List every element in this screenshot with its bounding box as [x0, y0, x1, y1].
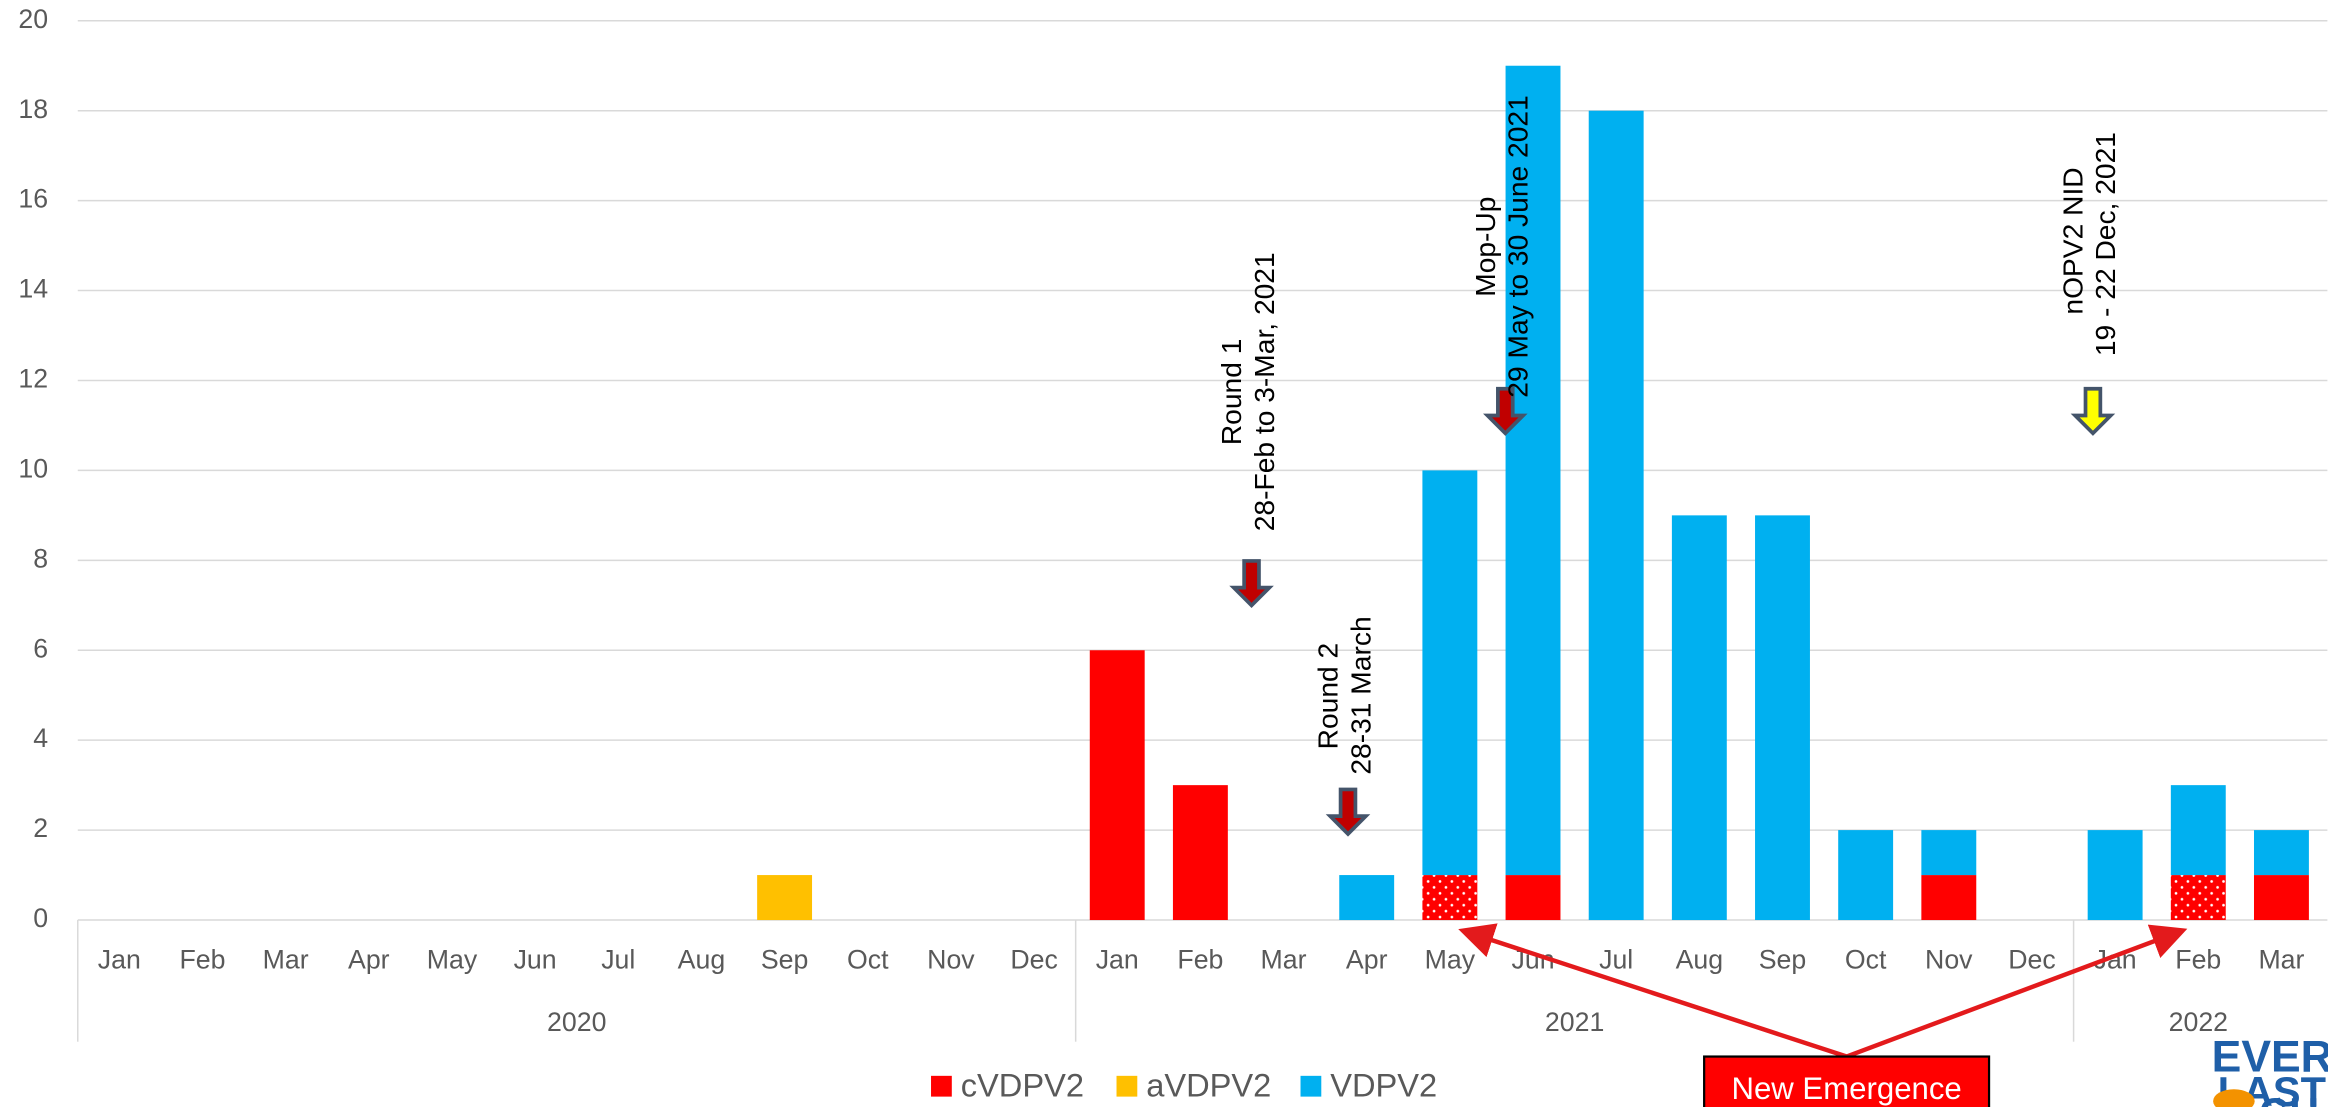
bar-segment [1505, 65, 1561, 876]
x-tick-label: Jul [601, 945, 635, 975]
bar-segment [1671, 515, 1727, 921]
y-tick-label: 6 [33, 633, 48, 663]
annotation-text: Round 2 [1312, 643, 1344, 750]
legend-label: cVDPV2 [961, 1066, 1084, 1103]
annotation-text: nOPV2 NID [2057, 167, 2089, 314]
x-tick-label: Dec [1010, 945, 1058, 975]
y-tick-label: 0 [33, 903, 48, 933]
callout-arrow [1458, 923, 1848, 1059]
x-tick-label: Sep [761, 945, 809, 975]
y-tick-label: 12 [18, 364, 48, 394]
callout-text: New Emergence [1731, 1071, 1961, 1106]
bar-segment [2170, 875, 2226, 921]
x-tick-label: Aug [1676, 945, 1724, 975]
bar-segment [2087, 830, 2143, 921]
x-tick-label: Dec [2008, 945, 2055, 975]
group-label: 2020 [547, 1007, 606, 1037]
x-tick-label: Sep [1759, 945, 1807, 975]
bar-segment [2170, 785, 2226, 876]
x-tick-label: Oct [1845, 945, 1887, 975]
logo-text: EVER [2212, 1032, 2328, 1081]
legend-label: VDPV2 [1330, 1066, 1437, 1103]
x-tick-label: Jun [514, 945, 557, 975]
bar-segment [1755, 515, 1810, 921]
bar-segment [1422, 470, 1478, 876]
callout-arrow [1845, 924, 2188, 1059]
legend-swatch [931, 1075, 952, 1097]
x-tick-label: Feb [1177, 945, 1223, 975]
annotation-text: 28-31 March [1344, 616, 1376, 774]
bar-segment [1588, 110, 1644, 921]
bar-segment [757, 875, 813, 921]
x-tick-label: Mar [1261, 945, 1307, 975]
bar-segment [1172, 785, 1228, 921]
x-tick-label: Nov [1925, 945, 1973, 975]
x-tick-label: Nov [927, 945, 975, 975]
x-tick-label: Jan [1096, 945, 1139, 975]
y-tick-label: 4 [33, 723, 48, 753]
annotation-text: Round 1 [1215, 339, 1247, 446]
x-tick-label: Oct [847, 945, 889, 975]
annotation-text: 28-Feb to 3-Mar, 2021 [1248, 252, 1280, 531]
annotation-text: 29 May to 30 June 2021 [1502, 95, 1534, 397]
bar-segment [2253, 875, 2309, 921]
y-tick-label: 8 [33, 543, 48, 573]
annotation-arrow [2070, 386, 2116, 436]
bar-segment [1921, 830, 1977, 876]
x-tick-label: Mar [2258, 945, 2304, 975]
annotation-arrow [1229, 559, 1274, 609]
x-tick-label: Mar [263, 945, 309, 975]
x-tick-label: Jul [1599, 945, 1633, 975]
y-tick-label: 10 [18, 453, 48, 483]
legend-swatch [1300, 1075, 1322, 1097]
y-tick-label: 2 [33, 813, 48, 843]
callout-box [1703, 1055, 1991, 1112]
bar-segment [2253, 830, 2309, 876]
y-tick-label: 20 [18, 4, 48, 34]
y-tick-label: 16 [18, 184, 48, 214]
bar-segment [1838, 830, 1894, 921]
bar-segment [1505, 875, 1561, 921]
legend-label: aVDPV2 [1146, 1066, 1271, 1103]
bar-segment [1339, 875, 1395, 921]
y-tick-label: 18 [18, 94, 48, 124]
bar-segment [1921, 875, 1977, 921]
x-tick-label: May [427, 945, 478, 975]
x-tick-label: Aug [678, 945, 726, 975]
bar-segment [1422, 875, 1478, 921]
bar-segment [1089, 650, 1145, 921]
x-tick-label: Feb [179, 945, 225, 975]
group-label: 2021 [1545, 1007, 1604, 1037]
x-tick-label: Jan [98, 945, 141, 975]
annotation-arrow [1483, 386, 1528, 436]
x-tick-label: May [1425, 945, 1476, 975]
annotation-text: 19 - 22 Dec, 2021 [2089, 132, 2121, 356]
x-tick-label: Apr [1346, 945, 1388, 975]
x-tick-label: Feb [2175, 945, 2221, 975]
group-label: 2022 [2169, 1007, 2228, 1037]
logo-blob [2213, 1089, 2255, 1112]
logo-text: CH [2259, 1089, 2319, 1107]
y-tick-label: 14 [18, 274, 48, 304]
x-tick-label: Apr [348, 945, 390, 975]
annotation-text: Mop-Up [1469, 197, 1501, 297]
legend-swatch [1116, 1075, 1138, 1097]
annotation-arrow [1325, 787, 1371, 837]
